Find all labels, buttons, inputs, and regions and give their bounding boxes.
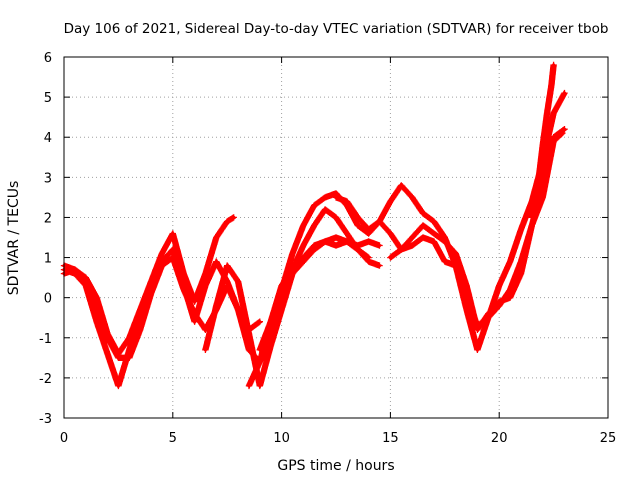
x-tick-label: 20: [491, 431, 508, 446]
y-tick-label: -3: [39, 412, 52, 427]
y-tick-label: 6: [44, 51, 52, 66]
y-tick-label: -1: [39, 332, 52, 347]
y-tick-label: 0: [44, 292, 52, 307]
y-tick-label: 3: [44, 171, 52, 186]
x-tick-label: 0: [60, 431, 68, 446]
x-axis-label: GPS time / hours: [277, 458, 394, 474]
y-tick-label: 2: [44, 211, 52, 226]
chart-title: Day 106 of 2021, Sidereal Day-to-day VTE…: [64, 21, 609, 37]
series-markers: [528, 61, 557, 221]
y-axis-label: SDTVAR / TECUs: [6, 181, 22, 296]
y-tick-label: 5: [44, 91, 52, 106]
y-tick-label: 4: [44, 131, 52, 146]
y-tick-label: -2: [39, 372, 52, 387]
x-tick-label: 10: [273, 431, 290, 446]
data-series-track-9: [528, 61, 557, 221]
x-tick-label: 5: [169, 431, 177, 446]
plot-frame: [63, 56, 609, 419]
data-layer: [60, 61, 568, 390]
tick-layer: 0 5 10 15 20 25 -3 -2 -1 0 1 2 3 4 5 6: [39, 51, 616, 446]
x-tick-label: 15: [382, 431, 399, 446]
x-tick-label: 25: [600, 431, 617, 446]
y-tick-label: 1: [44, 252, 52, 267]
